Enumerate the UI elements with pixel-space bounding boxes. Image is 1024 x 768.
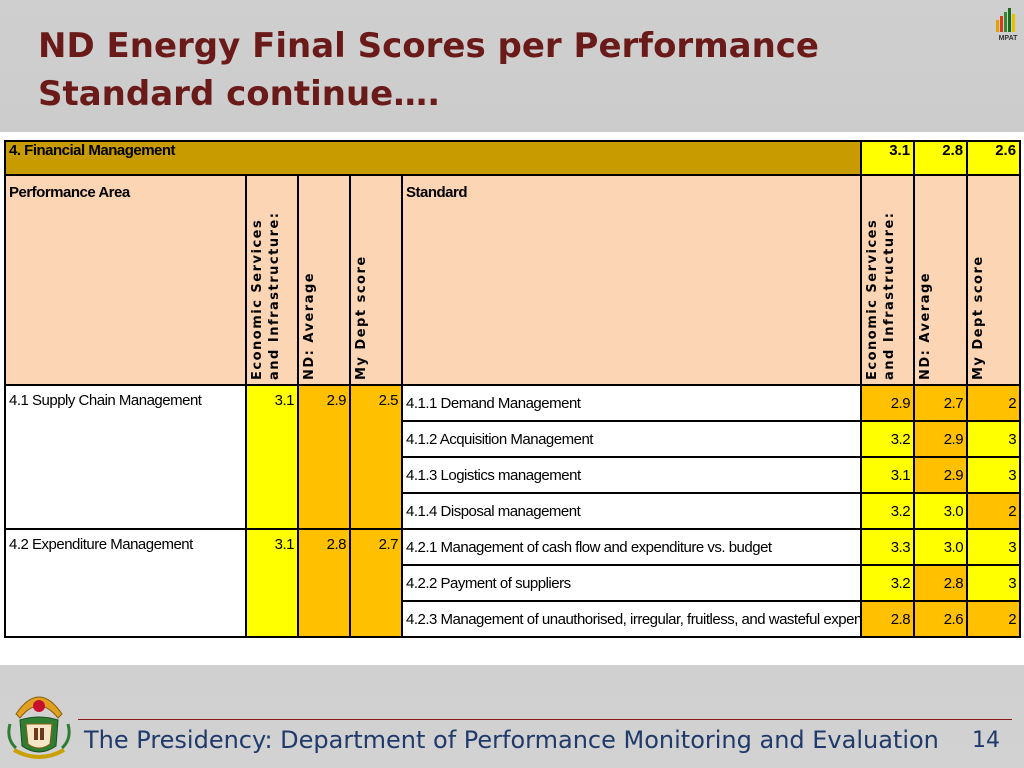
standard-my-dept: 2 (966, 492, 1022, 530)
standard-nd-average: 2.8 (913, 564, 969, 602)
header-my-dept-2: My Dept score (971, 255, 987, 380)
standard-name: 4.2.3 Management of unauthorised, irregu… (400, 600, 863, 638)
slide-title: ND Energy Final Scores per Performance S… (38, 26, 819, 114)
section-title: 4. Financial Management (3, 140, 863, 176)
standard-economic: 3.3 (860, 528, 916, 566)
table-row: 4.1.3 Logistics management 3.1 2.9 3 (5, 456, 1022, 494)
header-nd-average-2: ND: Average (918, 271, 934, 380)
standard-nd-average: 3.0 (913, 528, 969, 566)
header-nd-average-cell: ND: Average (297, 174, 351, 386)
area-name: 4.1 Supply Chain Management (4, 384, 247, 530)
header-performance-area: Performance Area (4, 174, 247, 386)
standard-economic: 2.9 (860, 384, 916, 422)
header-nd-average-2-cell: ND: Average (913, 174, 969, 386)
coat-of-arms-icon (7, 696, 71, 759)
header-economic-cell: Economic Services and Infrastructure: (245, 174, 299, 386)
standard-my-dept: 3 (966, 564, 1022, 602)
table-row: 4.1 Supply Chain Management 3.1 2.9 2.5 … (4, 384, 1022, 530)
area-my-dept: 2.7 (349, 528, 403, 638)
standard-my-dept: 2 (966, 600, 1022, 638)
footer-text: The Presidency: Department of Performanc… (84, 726, 939, 754)
area-my-dept: 2.5 (349, 384, 403, 530)
section-my-dept-value: 2.6 (966, 140, 1022, 176)
mpat-logo-icon: MPAT (996, 8, 1019, 42)
header-row: Performance Area Economic Services and I… (4, 174, 1022, 386)
standard-my-dept: 3 (966, 420, 1022, 458)
standard-name: 4.2.1 Management of cash flow and expend… (400, 528, 863, 566)
area-nd-average: 2.9 (297, 384, 351, 530)
header-my-dept-2-cell: My Dept score (966, 174, 1022, 386)
standard-my-dept: 3 (966, 456, 1022, 494)
standard-my-dept: 3 (966, 528, 1022, 566)
header-economic-2-cell: Economic Services and Infrastructure: (860, 174, 916, 386)
standard-nd-average: 2.9 (913, 420, 969, 458)
standard-economic: 3.2 (860, 492, 916, 530)
standard-my-dept: 2 (966, 384, 1022, 422)
standard-name: 4.1.1 Demand Management (400, 384, 863, 422)
standard-name: 4.1.4 Disposal management (400, 492, 863, 530)
standard-nd-average: 2.7 (913, 384, 969, 422)
standard-economic: 3.1 (860, 456, 916, 494)
table-row: 4.2.3 Management of unauthorised, irregu… (5, 600, 1022, 638)
header-my-dept: My Dept score (354, 255, 369, 380)
standard-name: 4.1.3 Logistics management (400, 456, 863, 494)
area-name: 4.2 Expenditure Management (4, 528, 247, 638)
standard-economic: 3.2 (860, 420, 916, 458)
page-number: 14 (972, 728, 1000, 753)
mpat-logo-text: MPAT (999, 35, 1019, 42)
standard-economic: 2.8 (860, 600, 916, 638)
header-my-dept-cell: My Dept score (349, 174, 403, 386)
scores-table: 4. Financial Management 3.1 2.8 2.6 Perf… (3, 140, 1022, 638)
section-row: 4. Financial Management 3.1 2.8 2.6 (3, 140, 1022, 176)
footer-divider (78, 719, 1012, 720)
header-economic-2: Economic Services and Infrastructure: (865, 211, 898, 380)
table-row: 4.1.2 Acquisition Management 3.2 2.9 3 (5, 420, 1022, 458)
area-nd-average: 2.8 (297, 528, 351, 638)
header-nd-average: ND: Average (302, 271, 317, 380)
standard-nd-average: 2.6 (913, 600, 969, 638)
standard-nd-average: 3.0 (913, 492, 969, 530)
table-row: 4.2.2 Payment of suppliers 3.2 2.8 3 (5, 564, 1022, 602)
table-row: 4.2 Expenditure Management 3.1 2.8 2.7 4… (4, 528, 1022, 638)
header-economic: Economic Services and Infrastructure: (250, 211, 282, 380)
section-economic-value: 3.1 (860, 140, 916, 176)
area-economic: 3.1 (245, 384, 299, 530)
area-economic: 3.1 (245, 528, 299, 638)
table-row: 4.1.4 Disposal management 3.2 3.0 2 (5, 492, 1022, 530)
standard-nd-average: 2.9 (913, 456, 969, 494)
standard-economic: 3.2 (860, 564, 916, 602)
standard-name: 4.2.2 Payment of suppliers (400, 564, 863, 602)
header-standard: Standard (400, 174, 863, 386)
scores-table-panel: 4. Financial Management 3.1 2.8 2.6 Perf… (0, 132, 1024, 665)
standard-name: 4.1.2 Acquisition Management (400, 420, 863, 458)
section-nd-average-value: 2.8 (913, 140, 969, 176)
